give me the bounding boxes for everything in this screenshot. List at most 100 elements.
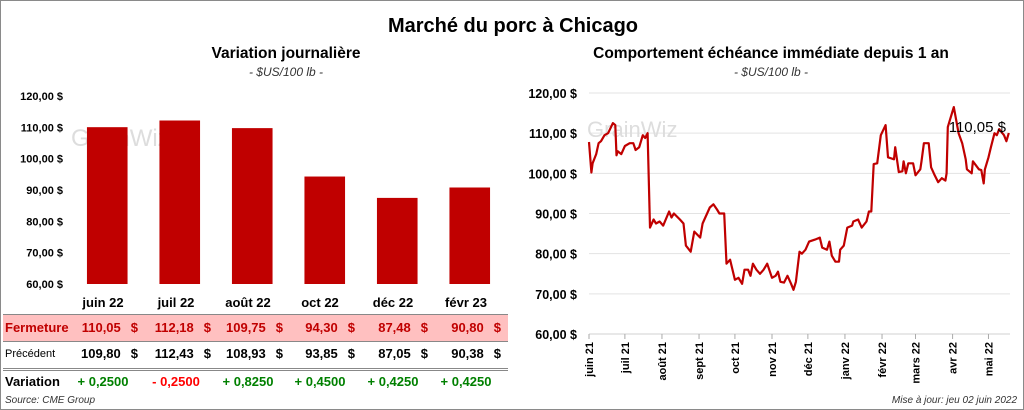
cell-value: 109,75: [226, 320, 266, 335]
x-tick-label: mai 22: [983, 342, 995, 376]
table-cell: févr 23: [431, 290, 501, 316]
table-cell: + 0,4250: [431, 369, 501, 395]
cell-value: - 0,2500: [152, 374, 200, 389]
table-cell: 112,43 $: [141, 341, 211, 367]
y-tick-label: 110,00 $: [529, 127, 577, 141]
bar: [449, 187, 491, 284]
cell-value: + 0,4250: [367, 374, 419, 389]
y-tick-label: 120,00 $: [528, 87, 577, 101]
table-cell: + 0,4250: [358, 369, 428, 395]
currency-symbol: $: [493, 346, 501, 361]
cell-value: 109,80: [81, 346, 121, 361]
x-tick-label: août 21: [657, 342, 669, 381]
x-tick-label: avr 22: [948, 342, 960, 374]
y-tick-label: 60,00 $: [535, 328, 577, 342]
cell-value: déc 22: [372, 295, 414, 310]
currency-symbol: $: [493, 320, 501, 335]
bar: [304, 176, 346, 284]
bar-chart-subtitle: - $US/100 lb -: [248, 65, 324, 79]
line-chart-subtitle: - $US/100 lb -: [733, 65, 809, 79]
cell-value: + 0,2500: [77, 374, 129, 389]
currency-symbol: $: [203, 346, 211, 361]
y-tick-label: 90,00 $: [26, 185, 63, 197]
x-tick-label: oct 21: [730, 342, 742, 374]
row-label: Variation: [5, 374, 60, 389]
close-row: Fermeture 110,05 $112,18 $109,75 $94,30 $87,4…: [3, 314, 508, 342]
table-cell: déc 22: [358, 290, 428, 316]
cell-value: août 22: [225, 295, 271, 310]
table-cell: oct 22: [285, 290, 355, 316]
currency-symbol: $: [347, 346, 355, 361]
cell-value: 90,80: [451, 320, 484, 335]
table-cell: 112,18 $: [141, 315, 211, 341]
currency-symbol: $: [420, 346, 428, 361]
table-cell: - 0,2500: [141, 369, 211, 395]
row-label: Fermeture: [5, 320, 69, 335]
y-tick-label: 80,00 $: [26, 216, 63, 228]
cell-value: juin 22: [82, 295, 124, 310]
cell-value: 90,38: [451, 346, 484, 361]
bar: [159, 120, 201, 284]
cell-value: 87,05: [378, 346, 411, 361]
update-note: Mise à jour: jeu 02 juin 2022: [891, 395, 1017, 406]
table-cell: 109,75 $: [213, 315, 283, 341]
cell-value: 110,05: [81, 320, 121, 335]
bar: [86, 127, 128, 284]
table-cell: 87,48 $: [358, 315, 428, 341]
cell-value: juil 22: [157, 295, 195, 310]
table-cell: 90,38 $: [431, 341, 501, 367]
table-cell: 93,85 $: [285, 341, 355, 367]
y-tick-label: 90,00 $: [535, 208, 577, 222]
cell-value: 87,48: [378, 320, 411, 335]
cell-value: 112,43: [154, 346, 194, 361]
y-tick-label: 70,00 $: [26, 248, 63, 260]
x-tick-label: juin 21: [584, 342, 596, 378]
y-tick-label: 80,00 $: [535, 248, 577, 262]
bar: [376, 197, 418, 284]
currency-symbol: $: [275, 320, 283, 335]
y-tick-label: 100,00 $: [528, 167, 577, 181]
table-cell: + 0,4500: [285, 369, 355, 395]
x-tick-label: sept 21: [694, 342, 706, 380]
source-note: Source: CME Group: [5, 395, 96, 406]
table-cell: 109,80 $: [68, 341, 138, 367]
y-tick-label: 110,00 $: [21, 122, 63, 134]
table-cell: août 22: [213, 290, 283, 316]
currency-symbol: $: [203, 320, 211, 335]
cell-value: 112,18: [154, 320, 194, 335]
previous-row: Précédent 109,80 $112,43 $108,93 $93,85 $87,0…: [3, 341, 508, 371]
table-cell: 108,93 $: [213, 341, 283, 367]
cell-value: févr 23: [445, 295, 487, 310]
table-cell: 110,05 $: [68, 315, 138, 341]
currency-symbol: $: [130, 346, 138, 361]
last-price-label: 110,05 $: [949, 119, 1007, 136]
x-tick-label: mars 22: [911, 342, 923, 384]
y-tick-label: 70,00 $: [535, 288, 577, 302]
y-tick-label: 100,00 $: [20, 154, 63, 166]
cell-value: 94,30: [305, 320, 338, 335]
line-chart-title: Comportement échéance immédiate depuis 1…: [593, 45, 949, 62]
month-header-row: juin 22 juil 22 août 22 oct 22 déc 22 févr 23: [3, 290, 508, 316]
table-cell: 90,80 $: [431, 315, 501, 341]
table-cell: + 0,2500: [68, 369, 138, 395]
cell-value: + 0,4500: [294, 374, 346, 389]
row-label: Précédent: [5, 348, 56, 360]
page-title: Marché du porc à Chicago: [387, 15, 639, 37]
cell-value: oct 22: [301, 295, 339, 310]
currency-symbol: $: [420, 320, 428, 335]
table-cell: juil 22: [141, 290, 211, 316]
price-line: [587, 105, 1010, 291]
x-tick-label: déc 21: [803, 342, 815, 376]
bar-chart-title: Variation journalière: [211, 45, 361, 62]
y-tick-label: 60,00 $: [26, 279, 63, 291]
y-tick-label: 120,00 $: [20, 91, 63, 103]
table-cell: 87,05 $: [358, 341, 428, 367]
x-tick-label: janv 22: [840, 342, 852, 380]
x-tick-label: nov 21: [767, 342, 779, 377]
table-cell: 94,30 $: [285, 315, 355, 341]
currency-symbol: $: [347, 320, 355, 335]
currency-symbol: $: [275, 346, 283, 361]
cell-value: + 0,8250: [222, 374, 274, 389]
